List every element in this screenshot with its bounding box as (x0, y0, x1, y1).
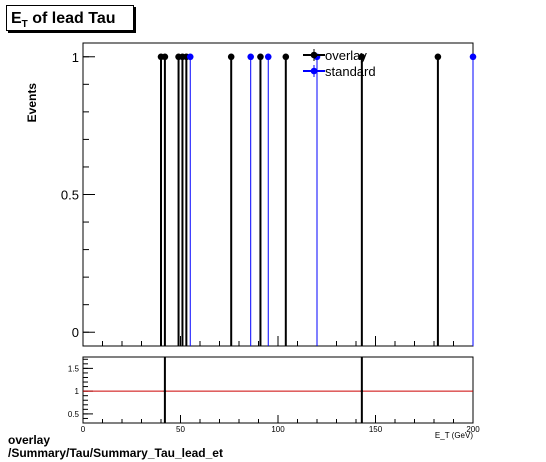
overlay-point (434, 53, 442, 61)
y-tick-label: 0 (72, 325, 79, 340)
main-plot-frame (82, 42, 474, 347)
footer-path: /Summary/Tau/Summary_Tau_lead_et (8, 446, 223, 460)
x-axis-label: E_T (GeV) (435, 431, 473, 440)
y-tick-label: 1 (72, 50, 79, 65)
y-axis-label: Events (25, 83, 39, 123)
standard-point (469, 53, 477, 61)
ratio-point (163, 389, 167, 393)
standard-point (186, 53, 194, 61)
x-tick-label: 150 (369, 425, 383, 434)
overlay-point (358, 53, 366, 61)
ratio-point (360, 389, 364, 393)
x-tick-label: 50 (176, 425, 185, 434)
footer-label: overlay (8, 433, 51, 447)
standard-point (247, 53, 254, 61)
legend-marker-overlay (310, 51, 318, 59)
legend-marker-standard (310, 67, 318, 75)
title-rest-text: of lead Tau (27, 10, 116, 27)
title-main-text: E (11, 10, 22, 27)
ratio-y-tick-label: 1 (75, 387, 80, 396)
legend-label-standard: standard (325, 64, 376, 79)
title-subscript: T (21, 19, 28, 31)
overlay-point (161, 53, 169, 61)
x-tick-label: 200 (466, 425, 480, 434)
ratio-y-tick-label: 0.5 (68, 410, 80, 419)
x-tick-label: 100 (271, 425, 285, 434)
standard-point (264, 53, 272, 61)
chart-title: ET of lead Tau (6, 5, 134, 31)
overlay-point (282, 53, 290, 61)
legend-label-overlay: overlay (325, 48, 367, 63)
overlay-point (257, 53, 264, 61)
ratio-y-tick-label: 1.5 (68, 364, 80, 373)
overlay-point (227, 53, 235, 61)
ratio-plot-frame (82, 356, 474, 424)
x-tick-label: 0 (81, 425, 86, 434)
y-tick-label: 0.5 (61, 188, 79, 203)
